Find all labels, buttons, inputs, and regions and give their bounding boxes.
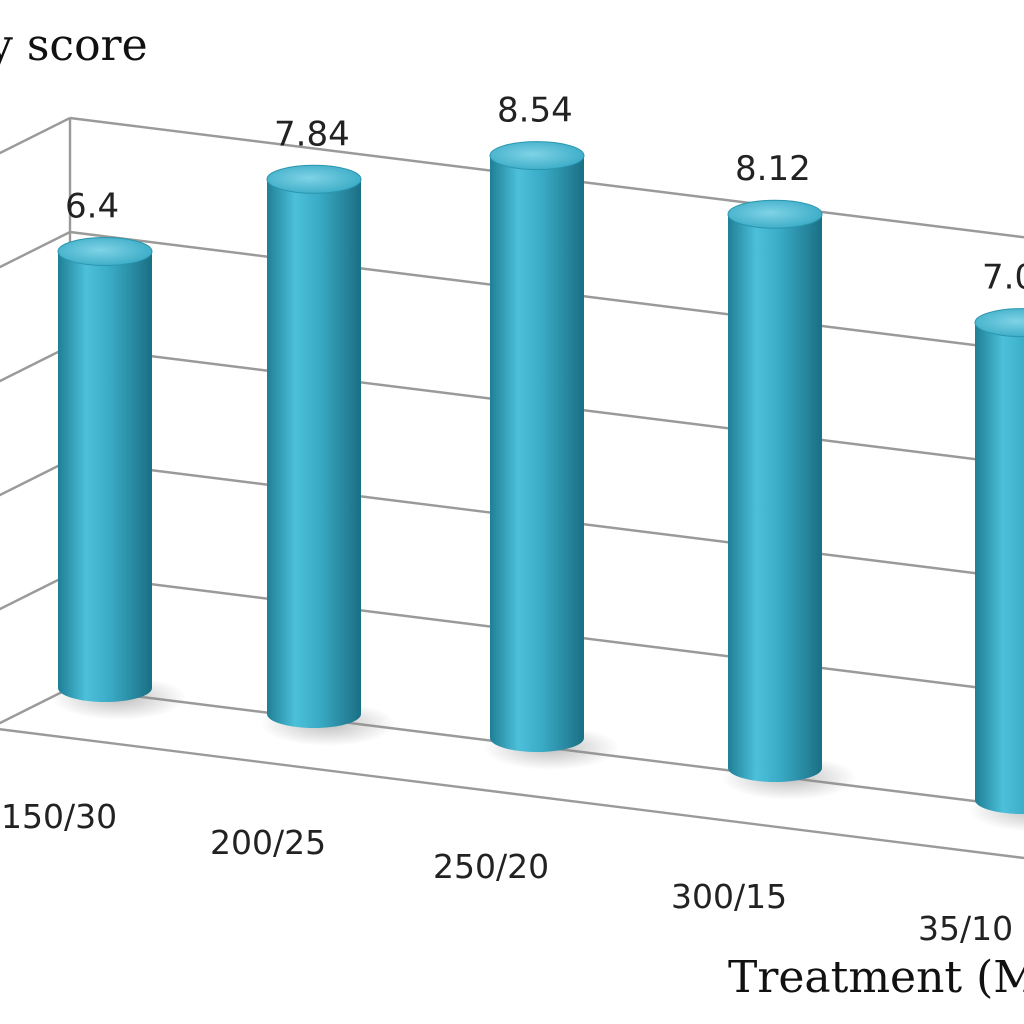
bar-top [57, 237, 153, 267]
x-axis-title: Treatment (M [728, 952, 1024, 1003]
gridline-side [0, 458, 71, 497]
data-label: 8.12 [735, 149, 811, 189]
bar [490, 155, 584, 752]
gridline-side [0, 116, 71, 155]
bar [267, 179, 361, 728]
floor-edge [0, 728, 1024, 860]
bar-top [489, 141, 585, 171]
bar [975, 322, 1024, 814]
bar [728, 214, 822, 782]
data-label: 7.84 [274, 114, 350, 154]
bar-top [266, 164, 362, 194]
label-layer: 6.4 150/30 7.84 200/25 8.54 250/20 8.12 300/15 7… [1, 91, 1024, 948]
data-label: 7.0 [982, 258, 1024, 298]
bar [58, 251, 152, 702]
bar-top [727, 199, 823, 229]
gridline-side [0, 344, 71, 383]
data-label: 6.4 [65, 187, 119, 227]
gridline-side [0, 230, 71, 269]
gridline-side [0, 572, 71, 611]
x-tick-label: 250/20 [433, 847, 549, 886]
bar-top [974, 308, 1024, 338]
x-tick-label: 200/25 [210, 823, 326, 862]
data-label: 8.54 [497, 91, 573, 131]
x-tick-label: 150/30 [1, 797, 117, 836]
x-tick-label: 35/10 [918, 909, 1013, 948]
x-tick-label: 300/15 [671, 877, 787, 916]
bar-layer [57, 141, 1024, 814]
y-axis-title: y score [0, 20, 148, 71]
